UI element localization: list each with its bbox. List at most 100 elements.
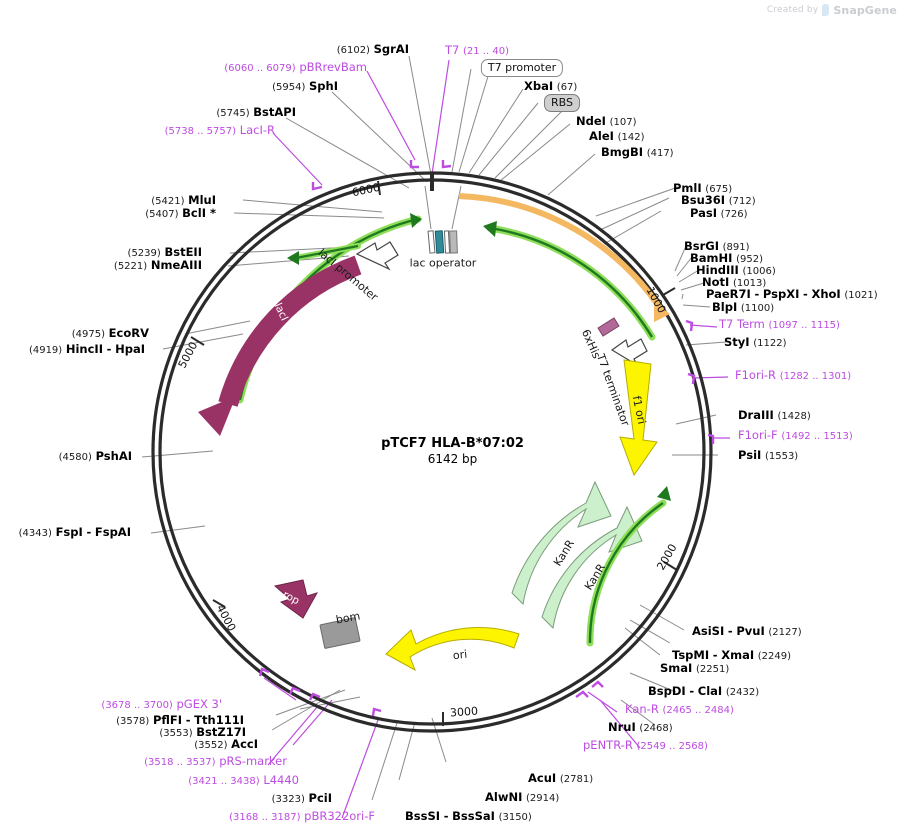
label-name: T7 Term xyxy=(719,317,765,331)
label-pos: (891) xyxy=(722,242,750,253)
label-pos: (1097 .. 1115) xyxy=(768,320,840,331)
ori-arrow xyxy=(385,627,520,672)
label-name2: BssSaI xyxy=(452,809,495,823)
label-name: TspMI xyxy=(672,648,710,662)
label-name: NotI xyxy=(702,275,730,289)
label-name2: PspXI xyxy=(762,287,800,301)
label-name: PflFI xyxy=(152,713,183,727)
label-name: NmeAIII xyxy=(150,258,202,272)
label-name: PsiI xyxy=(738,448,762,462)
label-pos: (712) xyxy=(728,196,756,207)
label-pos: (2465 .. 2484) xyxy=(662,705,734,716)
label-name: PshAI xyxy=(95,449,132,463)
label-name: MluI xyxy=(188,193,216,207)
label-kan-r: Kan-R (2465 .. 2484) xyxy=(625,702,734,716)
label-name: BlpI xyxy=(712,300,738,314)
label-pos: (417) xyxy=(646,148,674,159)
kanr-arrow-1 xyxy=(511,480,612,606)
label-name: pENTR-R xyxy=(583,738,633,752)
label-name2: Tth111I xyxy=(194,713,244,727)
label-bsrgi: BsrGI (891) xyxy=(684,240,750,253)
label-pos: (107) xyxy=(609,117,637,128)
label-pos: (1282 .. 1301) xyxy=(779,371,852,382)
label-psii: PsiI (1553) xyxy=(738,448,798,462)
label-l4440: (3421 .. 3438) L4440 xyxy=(188,774,299,787)
label-pos: (3421 .. 3438) xyxy=(188,776,260,787)
label-pos: (4975) xyxy=(71,329,105,340)
label-bstz17i: (3553) BstZ17I xyxy=(159,725,246,739)
label-smai: SmaI (2251) xyxy=(660,662,730,675)
label-name: BclI * xyxy=(182,206,216,220)
label-asisi-pvui: AsiSI - PvuI (2127) xyxy=(692,624,802,638)
inner-feature-label-ori: ori xyxy=(452,647,468,663)
label-name: Kan-R xyxy=(625,702,659,716)
label-name: AlwNI xyxy=(485,790,523,804)
rop-arrow xyxy=(273,579,319,619)
label-name: pBR322ori-F xyxy=(304,809,375,823)
label-pos: (3518 .. 3537) xyxy=(144,757,216,768)
label-pshai: (4580) PshAI xyxy=(58,449,132,463)
bom-feature xyxy=(319,617,361,649)
label-pos: (1122) xyxy=(753,338,787,349)
label-pos: (3552) xyxy=(194,740,228,751)
label-name: pBRrevBam xyxy=(299,60,367,74)
label-name: BstZ17I xyxy=(196,725,246,739)
label-name: PaeR7I xyxy=(706,287,751,301)
f1-ori-arrow xyxy=(619,359,658,477)
label-pos: (2468) xyxy=(639,723,673,734)
label-name2: XmaI xyxy=(721,648,755,662)
label-laci-r: (5738 .. 5757) LacI-R xyxy=(165,124,275,137)
label-name: BamHI xyxy=(690,251,733,265)
label-pos: (5421) xyxy=(151,196,185,207)
backbone-feature-ticks xyxy=(258,160,715,717)
label-name: BstAPI xyxy=(253,105,296,119)
label-pos: (2249) xyxy=(757,651,792,662)
label-pos: (3578) xyxy=(116,716,150,727)
label-bsu36i: Bsu36I (712) xyxy=(681,194,756,207)
label-name: HincII xyxy=(65,342,103,356)
primer-arrow-laci xyxy=(236,213,422,404)
label-pos: (67) xyxy=(556,82,578,93)
label-noti: NotI (1013) xyxy=(702,275,766,289)
label-pcii: (3323) PciI xyxy=(272,792,332,805)
primer-arrow-kanr xyxy=(586,486,671,647)
label-alei: AleI (142) xyxy=(589,130,644,143)
label-pos: (2127) xyxy=(768,627,802,638)
label-nmeaiii: (5221) NmeAIII xyxy=(113,258,202,272)
label-pos: (4580) xyxy=(58,452,92,463)
label-pos: (5221) xyxy=(113,261,148,272)
label-alwni: AlwNI (2914) xyxy=(485,790,559,804)
plasmid-size: 6142 bp xyxy=(427,452,478,466)
label-name: F1ori-R xyxy=(735,368,777,382)
label-pos: (3168 .. 3187) xyxy=(229,812,301,823)
label-name: BssSI xyxy=(405,809,441,823)
boxed-label-t7-promoter: T7 promoter xyxy=(480,59,564,77)
label-pbr322ori-f: (3168 .. 3187) pBR322ori-F xyxy=(229,809,375,823)
label-pasi: PasI (726) xyxy=(690,207,748,220)
label-bmgbi: BmgBI (417) xyxy=(601,146,674,159)
label-name: FspI xyxy=(55,525,83,539)
label-prs-marker: (3518 .. 3537) pRS-marker xyxy=(144,755,287,768)
label-name: AcuI xyxy=(528,771,557,785)
label-fspi-fspai: (4343) FspI - FspAI xyxy=(18,525,131,539)
label-name: BstEII xyxy=(164,245,202,259)
label-pos: (1006) xyxy=(742,266,776,277)
label-name: AsiSI xyxy=(692,624,725,638)
primer-arrow-t7-orange xyxy=(458,193,670,322)
label-acci: (3552) AccI xyxy=(194,737,258,751)
label-pos: (2251) xyxy=(695,664,730,675)
label-pos: (3150) xyxy=(498,812,532,823)
label-name: pGEX 3' xyxy=(176,697,223,711)
label-name2: ClaI xyxy=(697,684,723,698)
label-bstell: (5239) BstEII xyxy=(128,245,202,259)
label-bspdi-clai: BspDI - ClaI (2432) xyxy=(648,684,760,698)
label-styi: StyI (1122) xyxy=(724,335,787,349)
label-pos: (5745) xyxy=(216,108,250,119)
label-name: AccI xyxy=(231,737,258,751)
feature-leader-lines xyxy=(263,59,730,819)
6xhis-tag-feature xyxy=(597,317,620,337)
label-pos: (5954) xyxy=(272,82,306,93)
label-pos: (1100) xyxy=(740,303,775,314)
label-name: StyI xyxy=(724,335,750,349)
